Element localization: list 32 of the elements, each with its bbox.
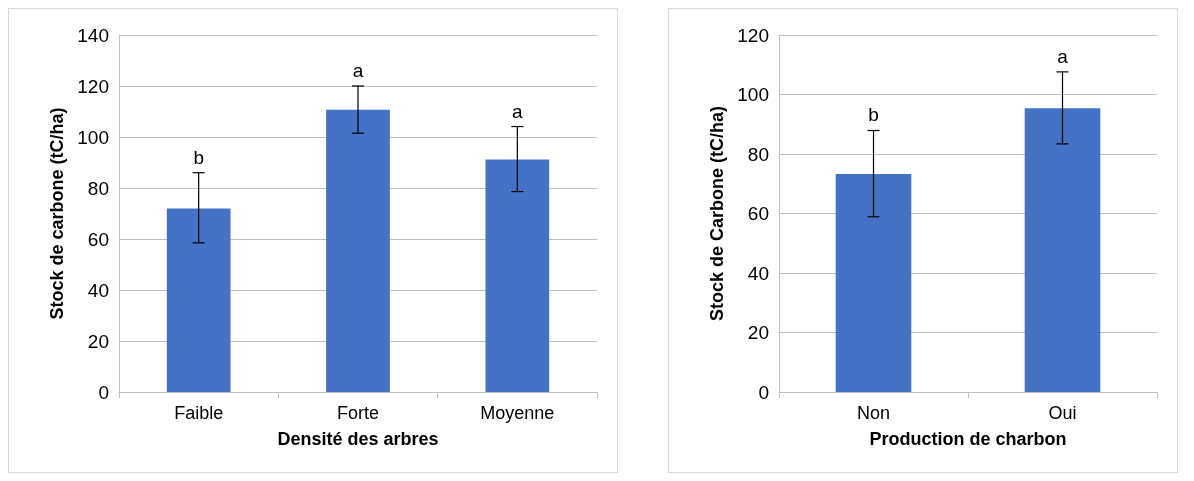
x-tick-label: Forte [336,403,380,423]
y-tick-label: 60 [87,228,109,250]
x-tick-label: Oui [1048,403,1077,423]
bar [485,159,550,392]
bar [166,208,231,392]
y-tick-label: 80 [87,177,109,199]
y-tick-label: 120 [77,75,109,97]
y-tick-label: 40 [87,279,109,301]
y-tick-label: 20 [747,322,769,343]
x-axis-title: Densité des arbres [277,429,439,449]
x-tick-label: Non [856,403,891,423]
y-tick-label: 80 [747,143,769,165]
bar [326,109,390,392]
annotation: a [352,60,364,81]
y-tick-label: 140 [77,24,109,46]
y-tick-label: 40 [747,262,769,284]
annotation: b [868,104,879,126]
y-tick-label: 0 [98,381,109,403]
x-tick-label: Moyenne [480,403,555,423]
y-tick-label: 100 [77,126,109,148]
y-tick-label: 20 [87,330,109,352]
y-axis-title: Stock de carbone (tC/ha) [47,107,68,320]
annotation: b [193,146,204,168]
y-tick-label: 0 [758,381,769,403]
annotation: a [512,100,524,122]
y-axis-title: Stock de Carbone (tC/ha) [707,105,728,322]
x-axis-title: Production de charbon [869,429,1067,449]
annotation: a [1057,45,1069,67]
y-tick-label: 60 [747,203,769,224]
y-tick-label: 100 [737,84,769,105]
y-tick-label: 120 [737,24,769,46]
x-tick-label: Faible [174,403,224,423]
